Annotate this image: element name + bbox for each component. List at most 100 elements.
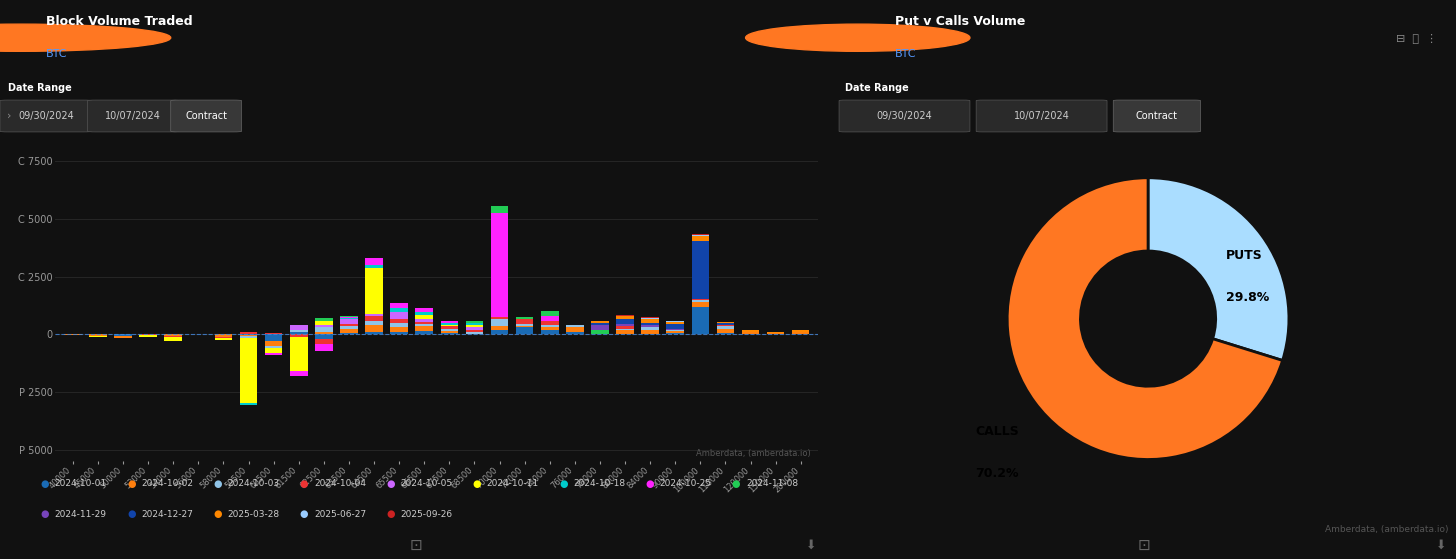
- Bar: [566, 328, 584, 332]
- Bar: [667, 320, 684, 321]
- Bar: [390, 312, 408, 319]
- Bar: [265, 334, 282, 342]
- Bar: [641, 317, 660, 318]
- Bar: [314, 344, 332, 350]
- Bar: [314, 339, 332, 344]
- Text: 2024-10-25: 2024-10-25: [660, 479, 712, 488]
- Bar: [616, 329, 633, 330]
- Text: ●: ●: [214, 479, 223, 489]
- Bar: [667, 331, 684, 333]
- Circle shape: [1082, 253, 1214, 385]
- Bar: [641, 319, 660, 323]
- Bar: [390, 323, 408, 328]
- Text: Amberdata, (amberdata.io): Amberdata, (amberdata.io): [1325, 525, 1449, 534]
- Bar: [716, 323, 734, 325]
- Bar: [115, 334, 132, 336]
- Text: 2024-11-29: 2024-11-29: [55, 510, 106, 519]
- Text: Contract: Contract: [185, 111, 227, 121]
- Bar: [415, 321, 432, 324]
- Bar: [767, 333, 785, 334]
- Text: ●: ●: [300, 479, 309, 489]
- Text: Contract: Contract: [1136, 111, 1178, 121]
- Wedge shape: [1147, 178, 1289, 361]
- Bar: [390, 308, 408, 312]
- Text: ●: ●: [386, 479, 395, 489]
- FancyBboxPatch shape: [0, 100, 92, 132]
- Bar: [290, 330, 307, 332]
- Bar: [441, 320, 459, 323]
- Bar: [692, 299, 709, 300]
- Bar: [441, 323, 459, 325]
- Text: ●: ●: [41, 509, 50, 519]
- Bar: [466, 332, 483, 334]
- Bar: [542, 316, 559, 320]
- Text: 09/30/2024: 09/30/2024: [877, 111, 932, 121]
- Bar: [415, 312, 432, 315]
- Bar: [240, 335, 258, 336]
- Bar: [792, 332, 810, 334]
- Text: 2024-10-05: 2024-10-05: [400, 479, 453, 488]
- Bar: [240, 332, 258, 334]
- Bar: [641, 323, 660, 325]
- Bar: [591, 330, 609, 334]
- Text: 2024-10-03: 2024-10-03: [227, 479, 280, 488]
- Bar: [214, 337, 233, 338]
- Bar: [165, 336, 182, 337]
- Text: ●: ●: [127, 479, 135, 489]
- Bar: [415, 315, 432, 319]
- Bar: [542, 328, 559, 330]
- Bar: [390, 332, 408, 334]
- FancyBboxPatch shape: [170, 100, 242, 132]
- Text: ⊟  ⓘ  ⋮: ⊟ ⓘ ⋮: [1396, 33, 1437, 42]
- Bar: [290, 337, 307, 371]
- Bar: [89, 334, 106, 335]
- Bar: [716, 329, 734, 333]
- Bar: [341, 318, 358, 319]
- Text: ●: ●: [645, 479, 654, 489]
- Bar: [491, 330, 508, 334]
- Bar: [692, 241, 709, 299]
- Text: ●: ●: [127, 509, 135, 519]
- Bar: [365, 320, 383, 325]
- Text: 09/30/2024: 09/30/2024: [17, 111, 74, 121]
- Bar: [641, 330, 660, 334]
- Bar: [341, 316, 358, 317]
- Bar: [667, 333, 684, 334]
- Bar: [692, 302, 709, 307]
- Text: ●: ●: [214, 509, 223, 519]
- Text: ●: ●: [41, 479, 50, 489]
- Bar: [265, 348, 282, 353]
- Bar: [515, 319, 533, 324]
- Text: 2024-10-04: 2024-10-04: [314, 479, 365, 488]
- Bar: [115, 336, 132, 338]
- Text: ⬇: ⬇: [805, 538, 817, 552]
- Bar: [616, 319, 633, 324]
- Bar: [441, 325, 459, 326]
- Bar: [591, 320, 609, 323]
- Bar: [290, 325, 307, 330]
- Bar: [240, 336, 258, 338]
- Text: CALLS: CALLS: [976, 425, 1019, 438]
- Text: ⬇: ⬇: [1436, 538, 1447, 552]
- Bar: [265, 333, 282, 334]
- Bar: [341, 317, 358, 318]
- Bar: [265, 346, 282, 348]
- Bar: [290, 371, 307, 376]
- Text: ›: ›: [7, 111, 12, 121]
- Bar: [365, 325, 383, 332]
- Text: 2024-12-27: 2024-12-27: [141, 510, 194, 519]
- Bar: [290, 332, 307, 334]
- Bar: [616, 330, 633, 334]
- Text: 2024-10-18: 2024-10-18: [574, 479, 625, 488]
- Bar: [741, 332, 759, 334]
- Text: Amberdata, (amberdata.io): Amberdata, (amberdata.io): [696, 449, 811, 458]
- Bar: [140, 335, 157, 338]
- Bar: [667, 329, 684, 330]
- Bar: [290, 334, 307, 337]
- Bar: [341, 319, 358, 324]
- Text: 10/07/2024: 10/07/2024: [105, 111, 162, 121]
- Bar: [265, 342, 282, 346]
- Bar: [365, 314, 383, 316]
- Bar: [641, 318, 660, 319]
- Bar: [140, 334, 157, 335]
